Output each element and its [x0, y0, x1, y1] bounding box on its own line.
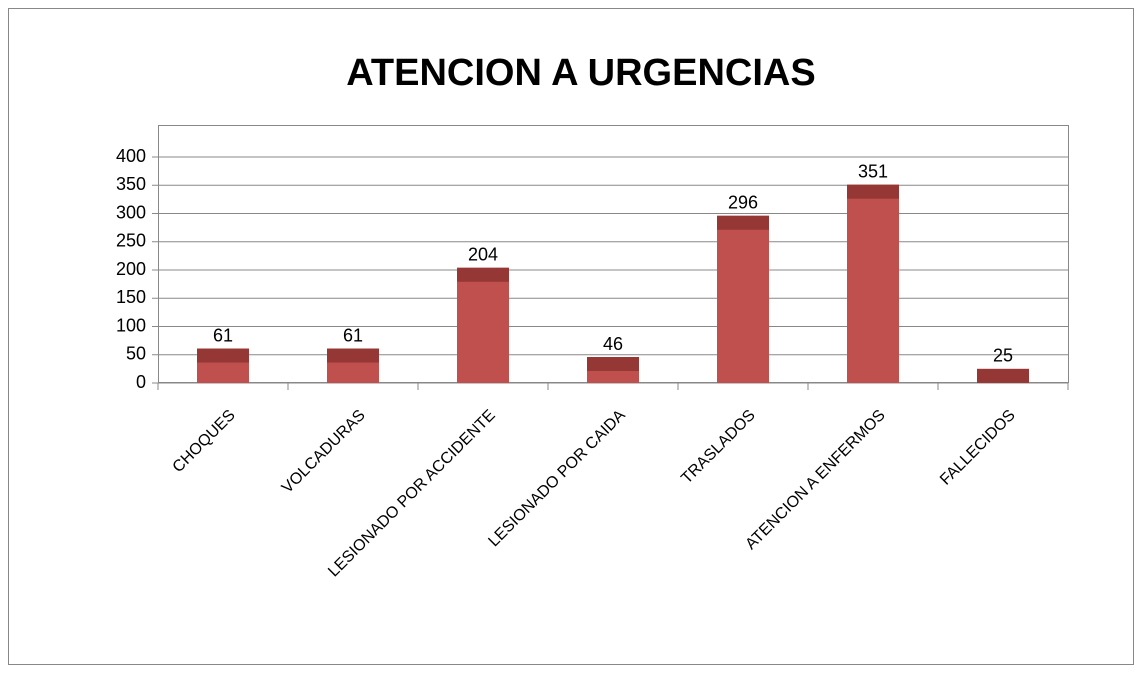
y-tick-label: 350 [116, 174, 146, 194]
y-tick-label: 400 [116, 146, 146, 166]
value-label: 61 [343, 325, 363, 345]
bar-cap [197, 348, 249, 363]
bar-cap [327, 348, 379, 363]
y-tick-label: 300 [116, 202, 146, 222]
y-tick-label: 200 [116, 259, 146, 279]
value-label: 296 [728, 193, 758, 213]
bar-cap [717, 215, 769, 230]
y-tick-label: 250 [116, 231, 146, 251]
y-tick-label: 100 [116, 315, 146, 335]
value-label: 46 [603, 334, 623, 354]
y-tick-label: 150 [116, 287, 146, 307]
bar [847, 184, 899, 383]
bar-cap [457, 267, 509, 282]
value-label: 204 [468, 244, 498, 264]
bar-cap [977, 368, 1029, 383]
chart-title: ATENCION A URGENCIAS [346, 52, 815, 94]
bar-cap [847, 184, 899, 199]
bar [717, 215, 769, 383]
y-tick-label: 0 [136, 372, 146, 392]
value-label: 61 [213, 325, 233, 345]
bar [457, 267, 509, 383]
value-label: 25 [993, 346, 1013, 366]
value-label: 351 [858, 161, 888, 181]
bar-cap [587, 357, 639, 372]
y-tick-label: 50 [126, 344, 146, 364]
chart-border [8, 8, 1134, 665]
